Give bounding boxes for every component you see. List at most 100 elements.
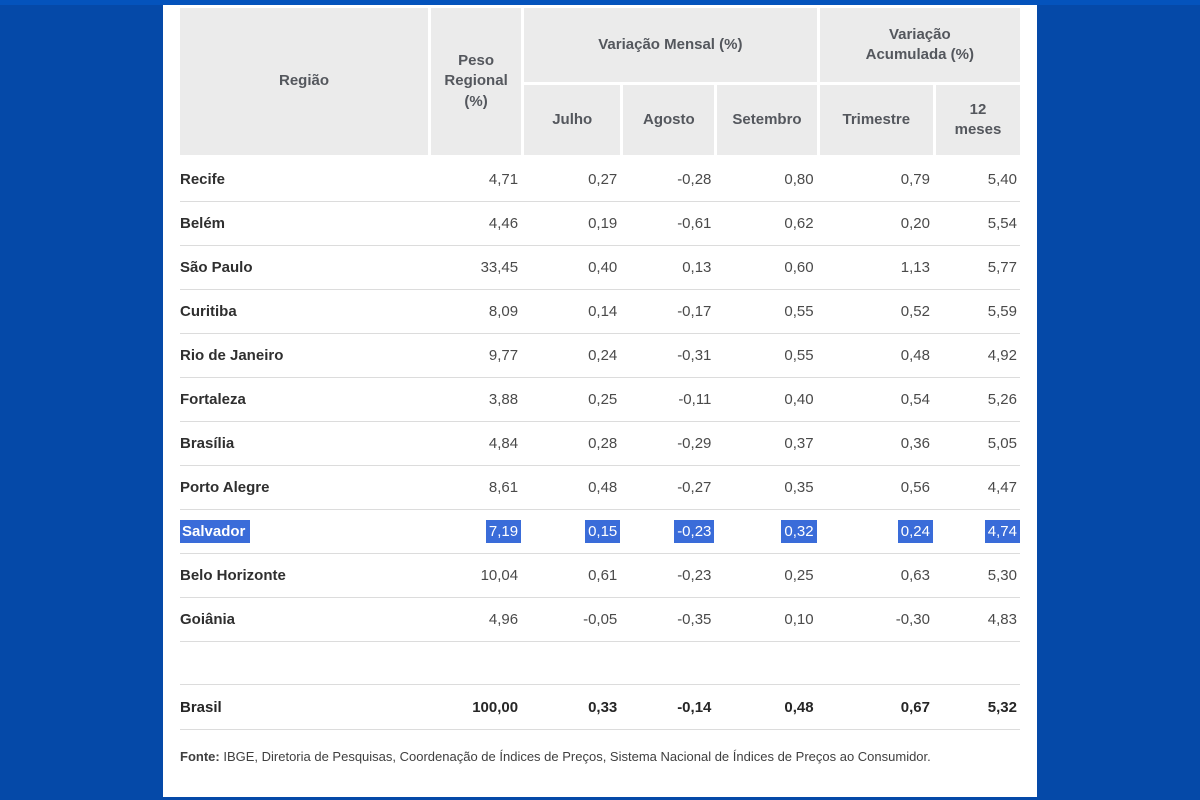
column-header-label: Peso Regional (%) xyxy=(444,52,508,110)
source-text: IBGE, Diretoria de Pesquisas, Coordenaçã… xyxy=(219,749,931,764)
column-header-peso-regional: Peso Regional (%) xyxy=(431,8,522,155)
trimestre-cell: 0,24 xyxy=(820,520,933,543)
group-header-variacao-mensal: Variação Mensal (%) xyxy=(524,8,817,82)
setembro-cell: 0,10 xyxy=(784,611,814,628)
weight-cell: 100,00 xyxy=(472,698,519,716)
top-accent-bar xyxy=(0,0,1200,5)
column-header-label: 12 meses xyxy=(954,100,1002,138)
region-cell: Belo Horizonte xyxy=(180,567,286,584)
setembro-cell: 0,55 xyxy=(784,303,814,320)
julho-cell: 0,28 xyxy=(588,435,618,452)
julho-cell: 0,25 xyxy=(588,391,618,408)
region-cell: Curitiba xyxy=(180,303,237,320)
column-header-agosto: Agosto xyxy=(623,85,715,155)
table-row-brasilia: Brasília 4,84 0,28 -0,29 0,37 0,36 5,05 xyxy=(180,422,1020,466)
12-meses-cell: 5,40 xyxy=(987,171,1017,188)
setembro-cell: 0,48 xyxy=(784,698,814,716)
julho-cell: -0,05 xyxy=(583,611,618,628)
weight-cell: 4,46 xyxy=(488,215,519,232)
trimestre-cell: -0,30 xyxy=(895,611,930,628)
julho-cell: 0,40 xyxy=(588,259,618,276)
weight-cell: 3,88 xyxy=(488,391,519,408)
table-row-brasil-total: Brasil 100,00 0,33 -0,14 0,48 0,67 5,32 xyxy=(180,685,1020,730)
group-header-variacao-acumulada: Variação Acumulada (%) xyxy=(819,8,1020,82)
table-row-sao-paulo: São Paulo 33,45 0,40 0,13 0,60 1,13 5,77 xyxy=(180,246,1020,290)
trimestre-cell: 1,13 xyxy=(900,259,930,276)
julho-cell: 0,48 xyxy=(588,479,618,496)
selected-text: 7,19 xyxy=(485,520,522,543)
agosto-cell: -0,11 xyxy=(678,391,712,408)
setembro-cell: 0,35 xyxy=(784,479,814,496)
column-header-regiao: Região xyxy=(180,8,429,155)
weight-cell: 8,09 xyxy=(488,303,519,320)
region-cell: Goiânia xyxy=(180,611,236,628)
selected-text: 0,15 xyxy=(585,520,621,543)
weight-cell: 33,45 xyxy=(480,259,519,276)
table-header: Região Peso Regional (%) Variação Mensal… xyxy=(180,8,1020,155)
column-header-setembro: Setembro xyxy=(717,85,817,155)
agosto-cell: 0,13 xyxy=(682,259,712,276)
region-cell: Salvador xyxy=(180,520,428,543)
12-meses-cell: 4,74 xyxy=(936,520,1020,543)
weight-cell: 4,96 xyxy=(488,611,519,628)
selected-text: 0,32 xyxy=(781,520,817,543)
setembro-cell: 0,55 xyxy=(784,347,814,364)
julho-cell: 0,27 xyxy=(588,171,618,188)
weight-cell: 7,19 xyxy=(431,520,522,543)
table-body: Recife 4,71 0,27 -0,28 0,80 0,79 5,40 Be… xyxy=(180,158,1020,730)
setembro-cell: 0,60 xyxy=(784,259,814,276)
region-cell: Fortaleza xyxy=(180,391,246,408)
agosto-cell: -0,31 xyxy=(677,347,712,364)
trimestre-cell: 0,52 xyxy=(900,303,930,320)
agosto-cell: -0,35 xyxy=(677,611,712,628)
region-cell: Brasil xyxy=(180,698,222,716)
table-row-porto-alegre: Porto Alegre 8,61 0,48 -0,27 0,35 0,56 4… xyxy=(180,466,1020,510)
agosto-cell: -0,23 xyxy=(623,520,715,543)
table-row-spacer xyxy=(180,642,1020,685)
setembro-cell: 0,40 xyxy=(784,391,814,408)
source-label: Fonte: xyxy=(180,749,220,764)
weight-cell: 8,61 xyxy=(488,479,519,496)
column-header-julho: Julho xyxy=(524,85,621,155)
column-header-label: Agosto xyxy=(643,110,695,128)
region-cell: Recife xyxy=(180,171,226,188)
selected-text: 0,24 xyxy=(897,520,933,543)
agosto-cell: -0,28 xyxy=(677,171,712,188)
table-row-belo-horizonte: Belo Horizonte 10,04 0,61 -0,23 0,25 0,6… xyxy=(180,554,1020,598)
region-cell: São Paulo xyxy=(180,259,253,276)
weight-cell: 4,71 xyxy=(488,171,519,188)
group-header-label: Variação Mensal (%) xyxy=(598,35,743,53)
12-meses-cell: 5,05 xyxy=(987,435,1017,452)
column-header-label: Setembro xyxy=(732,110,802,128)
trimestre-cell: 0,54 xyxy=(900,391,930,408)
trimestre-cell: 0,79 xyxy=(900,171,930,188)
group-header-label: Variação Acumulada (%) xyxy=(865,25,974,63)
table-row-rio-de-janeiro: Rio de Janeiro 9,77 0,24 -0,31 0,55 0,48… xyxy=(180,334,1020,378)
trimestre-cell: 0,56 xyxy=(900,479,930,496)
agosto-cell: -0,17 xyxy=(677,303,712,320)
selected-text: Salvador xyxy=(180,520,251,543)
table-row-fortaleza: Fortaleza 3,88 0,25 -0,11 0,40 0,54 5,26 xyxy=(180,378,1020,422)
region-cell: Brasília xyxy=(180,435,235,452)
julho-cell: 0,14 xyxy=(588,303,618,320)
agosto-cell: -0,23 xyxy=(677,567,712,584)
julho-cell: 0,19 xyxy=(588,215,618,232)
table-row-recife: Recife 4,71 0,27 -0,28 0,80 0,79 5,40 xyxy=(180,158,1020,202)
12-meses-cell: 5,30 xyxy=(987,567,1017,584)
trimestre-cell: 0,20 xyxy=(900,215,930,232)
agosto-cell: -0,14 xyxy=(677,698,712,716)
setembro-cell: 0,32 xyxy=(717,520,817,543)
12-meses-cell: 5,26 xyxy=(987,391,1017,408)
12-meses-cell: 4,92 xyxy=(987,347,1017,364)
julho-cell: 0,15 xyxy=(524,520,621,543)
agosto-cell: -0,61 xyxy=(677,215,712,232)
julho-cell: 0,61 xyxy=(588,567,618,584)
column-header-12-meses: 12 meses xyxy=(935,85,1020,155)
trimestre-cell: 0,36 xyxy=(900,435,930,452)
12-meses-cell: 5,32 xyxy=(987,698,1017,716)
region-cell: Porto Alegre xyxy=(180,479,270,496)
12-meses-cell: 5,54 xyxy=(987,215,1017,232)
trimestre-cell: 0,48 xyxy=(900,347,930,364)
column-header-label: Julho xyxy=(552,110,593,128)
column-header-label: Trimestre xyxy=(842,110,911,128)
